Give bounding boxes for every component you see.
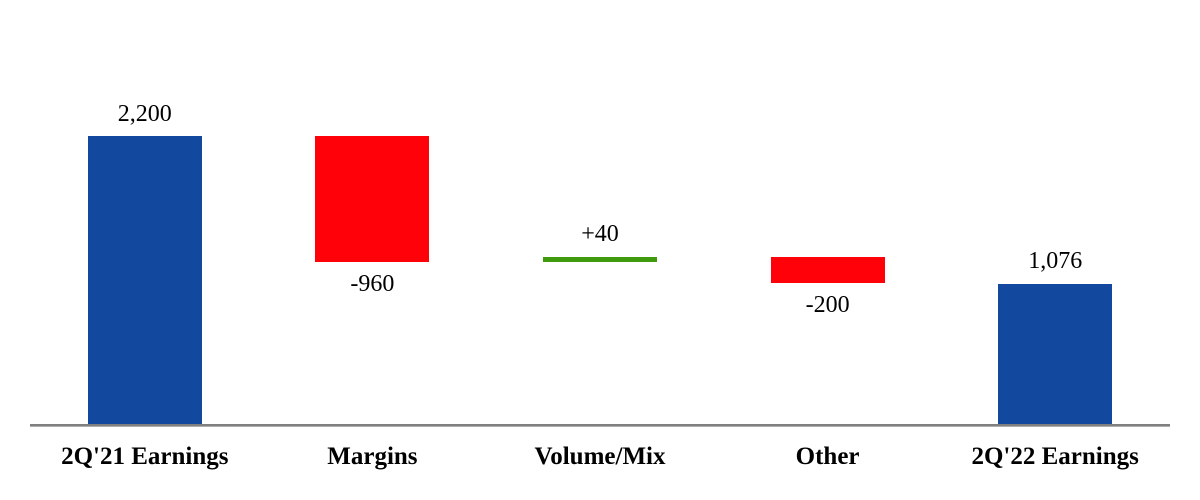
category-label-2q-22-earnings: 2Q'22 Earnings	[971, 443, 1139, 470]
value-label-2q-22-earnings: 1,076	[1028, 248, 1083, 275]
bar-volume-mix	[543, 256, 657, 263]
value-label-margins: -960	[350, 271, 395, 298]
category-label-2q-21-earnings: 2Q'21 Earnings	[61, 443, 229, 470]
bar-2q-21-earnings	[87, 136, 202, 425]
bar-other	[770, 256, 885, 284]
category-label-volume-mix: Volume/Mix	[534, 443, 666, 470]
value-label-volume-mix: +40	[581, 221, 619, 248]
bar-margins	[315, 136, 430, 263]
bar-2q-22-earnings	[998, 283, 1113, 425]
value-label-2q-21-earnings: 2,200	[117, 100, 172, 127]
category-label-other: Other	[795, 443, 860, 470]
value-label-other: -200	[805, 292, 850, 319]
x-axis-line	[30, 424, 1170, 427]
category-label-margins: Margins	[327, 443, 418, 470]
